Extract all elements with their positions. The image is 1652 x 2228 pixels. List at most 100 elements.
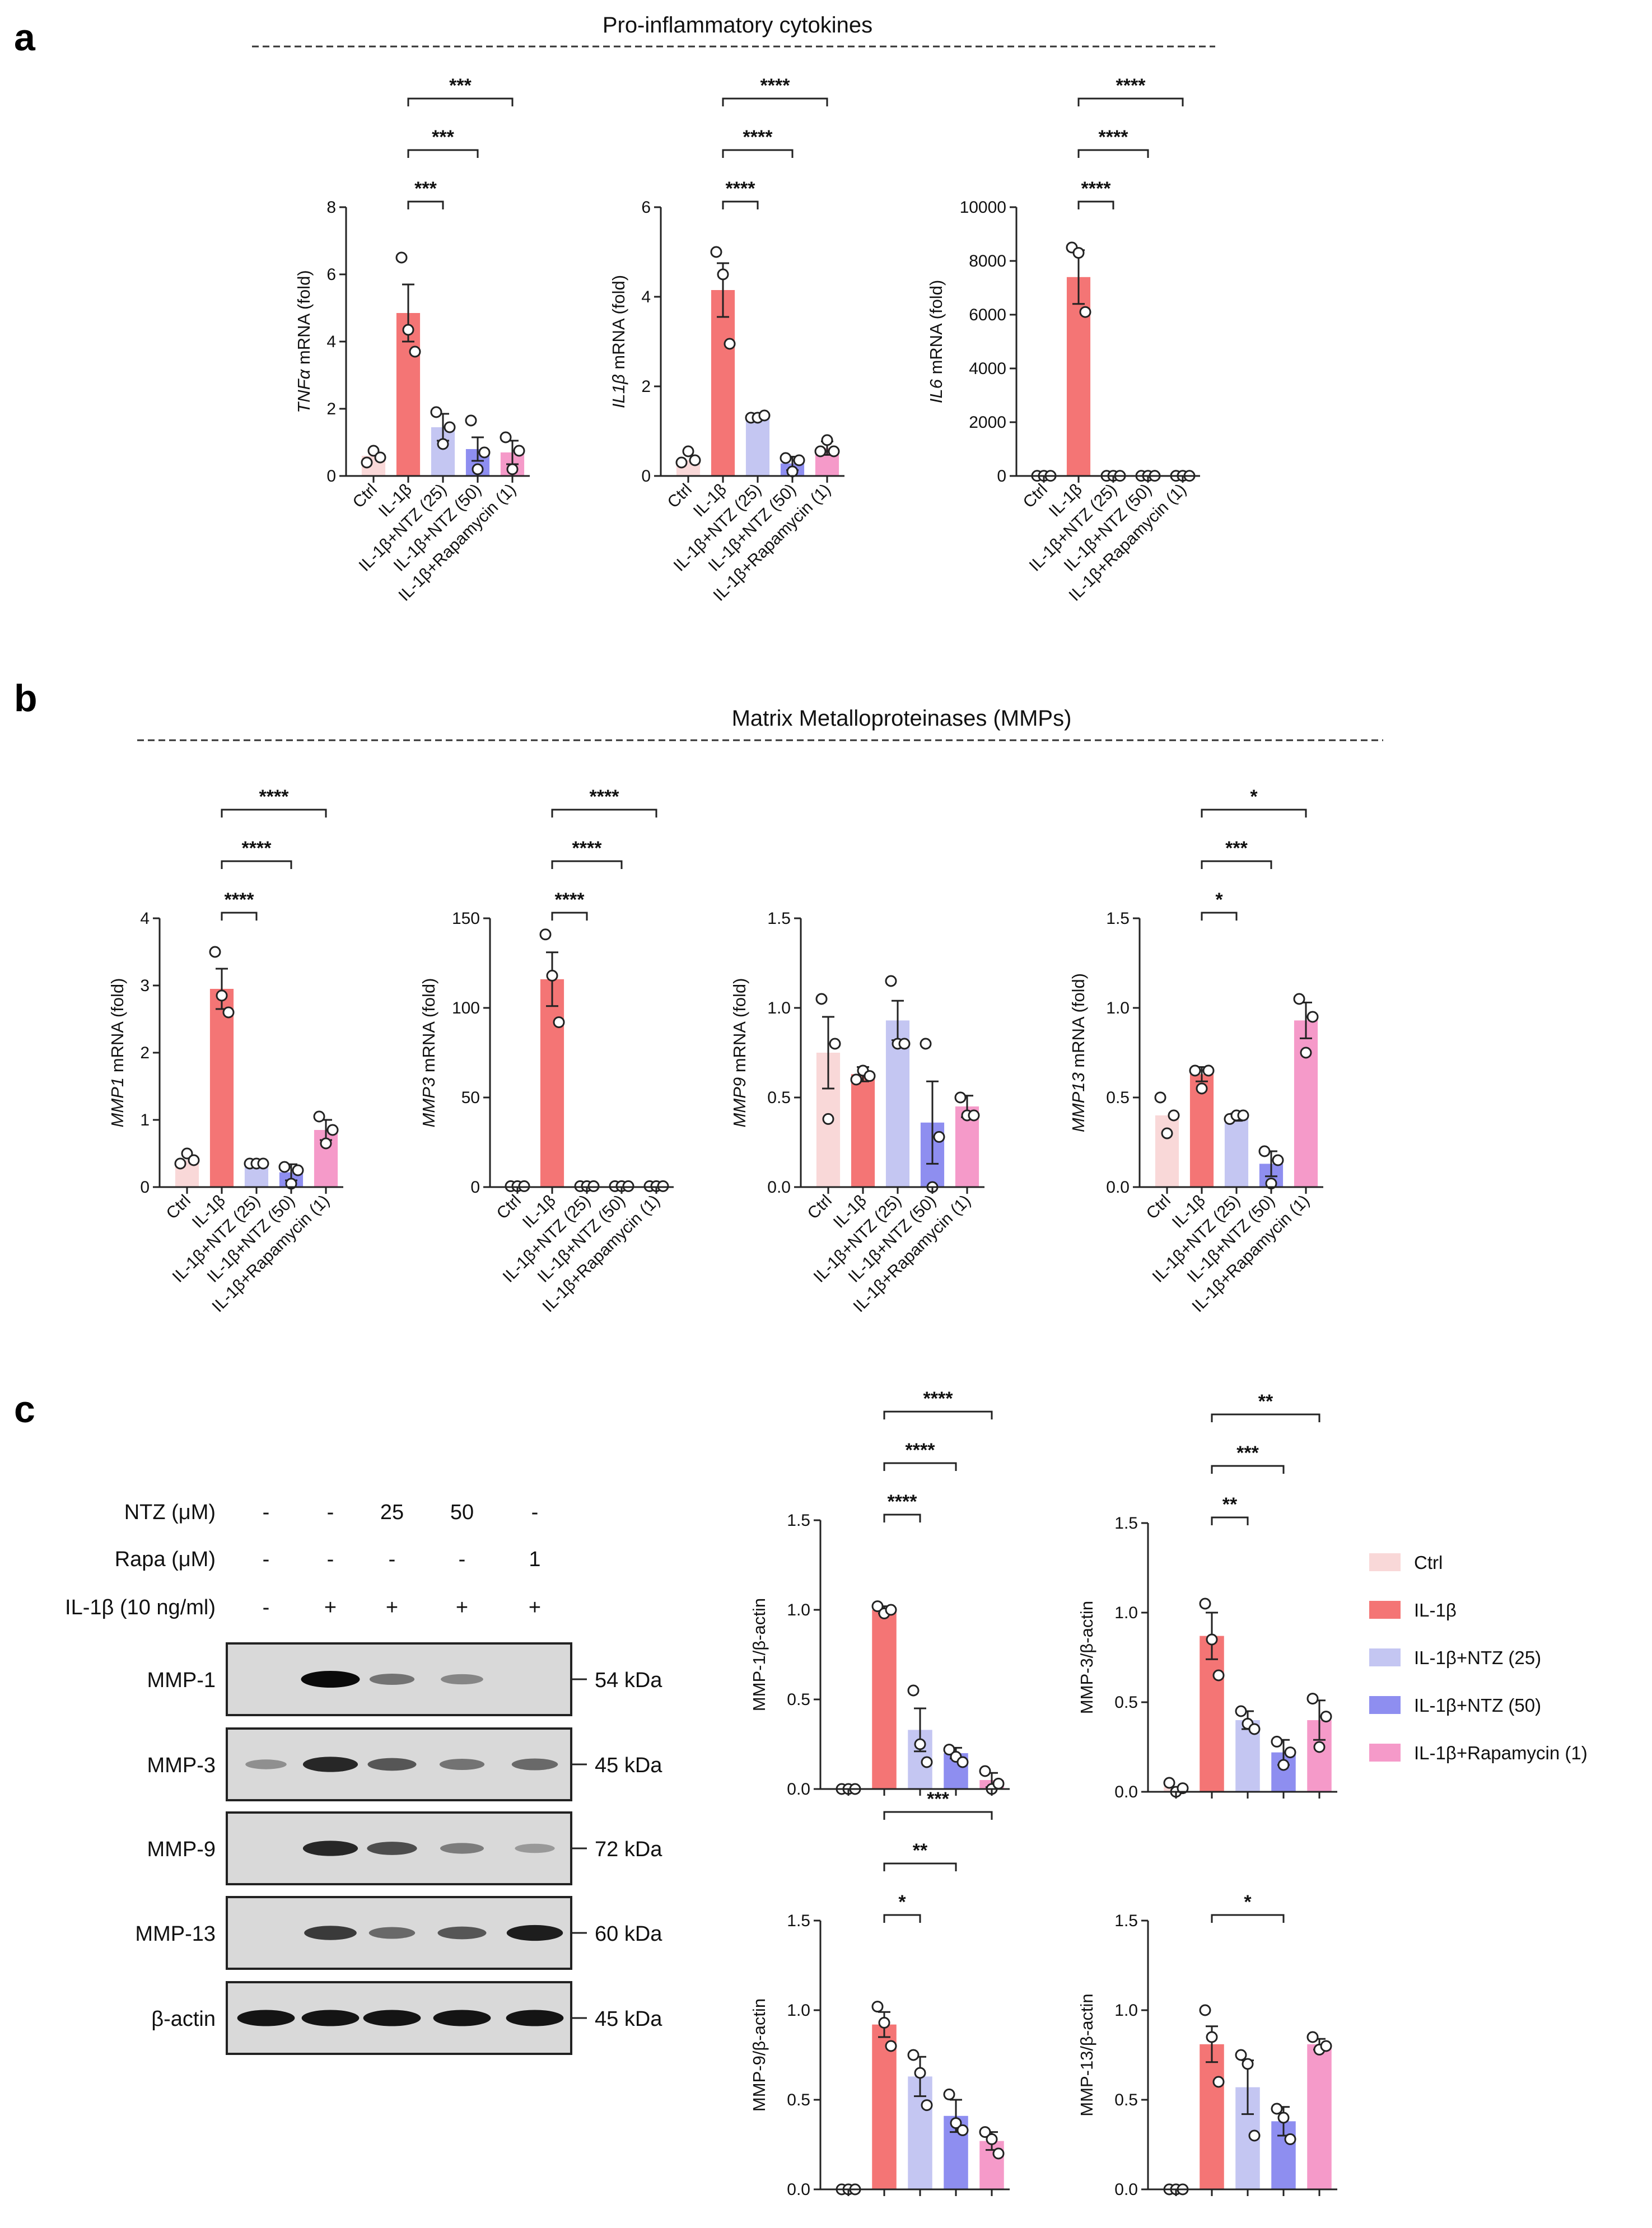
wb-condition-value-0-1: - [327,1501,334,1524]
data-point-mmp13-2-2 [1237,1109,1249,1122]
data-point-il1b-3-0 [780,452,792,464]
data-point-tnfa-2-0 [430,406,442,418]
data-point-il1b-2-2 [758,409,771,422]
sig-label-wb_mmp9-1: ** [913,1840,928,1861]
data-point-wb_mmp13-3-2 [1284,2133,1296,2145]
section-title-cytokines: Pro-inflammatory cytokines [603,13,872,38]
wb-band-1-1 [302,1757,358,1772]
data-point-tnfa-3-0 [465,414,477,427]
sig-bracket-wb_mmp9-2 [883,1811,993,1820]
y-axis-label-text-wb_mmp1: MMP-1/β-actin [749,1598,769,1711]
sig-label-wb_mmp3-0: ** [1222,1494,1238,1515]
sig-label-il1b-2: **** [760,75,791,96]
data-point-il1b-1-2 [724,338,736,350]
data-point-tnfa-3-1 [472,463,484,475]
data-point-wb_mmp1-1-2 [885,1604,897,1616]
legend-label-2: IL-1β+NTZ (25) [1414,1647,1541,1668]
data-point-wb_mmp1-4-0 [979,1765,991,1777]
data-point-mmp9-4-0 [954,1091,967,1104]
y-tick-label-tnfa-4: 8 [326,198,336,217]
legend-swatch-2 [1369,1648,1401,1666]
y-tick-label-mmp13-1: 0.5 [1106,1089,1130,1107]
y-axis-label-mmp3: MMP3 mRNA (fold) [419,978,438,1128]
sig-label-mmp13-0: * [1215,889,1223,910]
wb-band-4-3 [433,2010,491,2026]
y-tick-label-wb_mmp3-2: 1.0 [1114,1604,1138,1622]
wb-condition-label-0: NTZ (μM) [124,1501,216,1524]
sig-bracket-wb_mmp1-0 [883,1514,921,1522]
y-tick-label-mmp1-2: 2 [140,1044,150,1062]
data-point-wb_mmp9-2-0 [907,2049,920,2061]
y-tick-label-wb_mmp3-1: 0.5 [1114,1693,1138,1712]
data-point-il1b-0-0 [675,456,688,469]
y-axis-label-gene-mmp13: MMP13 [1068,1072,1088,1132]
sig-label-il6-1: **** [1099,127,1129,148]
data-point-wb_mmp13-4-0 [1306,2031,1319,2043]
wb-band-4-1 [301,2010,360,2026]
legend-swatch-1 [1369,1601,1401,1619]
y-tick-label-wb_mmp1-0: 0.0 [787,1780,810,1799]
data-point-wb_mmp13-4-2 [1320,2040,1332,2052]
y-tick-label-mmp9-0: 0.0 [767,1178,791,1197]
sig-bracket-mmp13-2 [1201,809,1307,818]
wb-band-3-2 [368,1927,416,1939]
y-tick-label-wb_mmp9-0: 0.0 [787,2180,810,2199]
data-point-mmp1-4-1 [320,1137,332,1150]
data-point-mmp13-4-1 [1300,1047,1312,1059]
data-point-tnfa-1-0 [395,251,408,264]
data-point-tnfa-0-1 [367,445,380,457]
data-point-mmp1-0-1 [181,1147,193,1160]
bar-mmp3-1 [540,979,564,1187]
sig-label-mmp1-1: **** [242,838,272,859]
y-tick-label-wb_mmp9-3: 1.5 [787,1912,810,1930]
data-point-wb_mmp3-2-2 [1248,1723,1261,1735]
sig-bracket-mmp3-2 [551,809,657,818]
y-tick-label-il6-2: 4000 [969,359,1006,378]
sig-label-mmp3-0: **** [555,889,585,910]
sig-bracket-wb_mmp1-1 [883,1462,957,1471]
legend-label-4: IL-1β+Rapamycin (1) [1414,1743,1588,1763]
wb-condition-value-2-3: + [456,1596,468,1619]
y-axis-label-text-il1b: mRNA (fold) [609,275,628,374]
sig-bracket-tnfa-2 [407,97,514,106]
sig-bracket-il1b-2 [722,97,828,106]
y-tick-label-wb_mmp13-2: 1.0 [1114,2001,1138,2020]
y-axis-label-gene-mmp9: MMP9 [730,1077,749,1128]
data-point-wb_mmp1-4-2 [992,1777,1005,1790]
legend-label-3: IL-1β+NTZ (50) [1414,1695,1541,1716]
bar-wb_mmp3-1 [1200,1636,1224,1792]
wb-condition-value-0-0: - [263,1501,270,1524]
data-point-wb_mmp13-1-0 [1199,2004,1211,2016]
sig-bracket-wb_mmp13-0 [1211,1914,1285,1923]
wb-band-3-1 [304,1926,357,1940]
y-tick-label-il1b-0: 0 [641,467,651,485]
y-tick-label-mmp1-0: 0 [140,1178,150,1197]
y-axis-label-wb_mmp3: MMP-3/β-actin [1077,1601,1096,1714]
sig-bracket-mmp13-1 [1201,860,1272,869]
sig-bracket-mmp1-1 [221,860,292,869]
data-point-il1b-3-2 [793,454,805,466]
y-tick-label-mmp1-4: 4 [140,909,150,928]
data-point-mmp13-1-0 [1189,1064,1201,1077]
sig-label-mmp13-2: * [1250,786,1258,807]
y-axis-label-text-tnfa: mRNA (fold) [294,270,314,369]
data-point-wb_mmp9-3-0 [943,2088,955,2100]
wb-band-size-2: 72 kDa [595,1838,662,1861]
data-point-wb_mmp9-4-0 [979,2126,991,2138]
data-point-wb_mmp3-4-2 [1320,1711,1332,1723]
bar-mmp9-1 [851,1074,875,1187]
data-point-mmp9-3-2 [933,1131,945,1143]
error-bar-tnfa-3 [472,436,484,462]
data-point-wb_mmp9-1-0 [871,2001,884,2013]
legend-swatch-4 [1369,1744,1401,1762]
bar-mmp13-0 [1155,1115,1179,1187]
data-point-il1b-4-2 [828,445,840,457]
data-point-wb_mmp9-4-2 [992,2147,1005,2160]
sig-label-mmp3-1: **** [572,838,603,859]
wb-band-size-4: 45 kDa [595,2007,662,2031]
wb-condition-value-1-4: 1 [529,1548,540,1571]
wb-band-1-3 [439,1758,485,1771]
data-point-mmp1-1-1 [216,989,228,1002]
